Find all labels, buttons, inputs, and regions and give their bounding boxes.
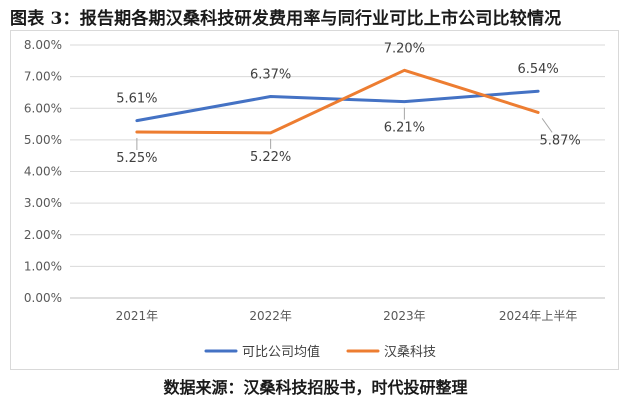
- series-lines: [135, 68, 540, 135]
- series-line-1: [135, 68, 540, 135]
- data-label: 5.87%: [539, 133, 580, 148]
- data-label: 5.25%: [116, 151, 157, 166]
- legend: 可比公司均值 汉桑科技: [204, 344, 436, 360]
- data-label: 6.37%: [250, 68, 291, 83]
- legend-label-0: 可比公司均值: [242, 344, 320, 360]
- data-label: 5.22%: [250, 150, 291, 165]
- label-leader: [541, 118, 553, 133]
- data-label: 6.54%: [517, 62, 558, 77]
- y-tick-label: 1.00%: [24, 259, 62, 273]
- y-tick-label: 5.00%: [24, 133, 62, 147]
- x-tick-label: 2023年: [383, 309, 426, 323]
- y-tick-label: 8.00%: [24, 38, 62, 52]
- legend-label-1: 汉桑科技: [384, 345, 436, 360]
- y-tick-label: 3.00%: [24, 196, 62, 210]
- y-tick-label: 6.00%: [24, 101, 62, 115]
- chart-frame: [10, 30, 619, 370]
- y-tick-label: 2.00%: [24, 228, 62, 242]
- data-label: 7.20%: [384, 41, 425, 56]
- x-tick-label: 2022年: [249, 309, 292, 323]
- x-tick-label: 2024年上半年: [499, 309, 578, 323]
- chart-title: 图表 3：报告期各期汉桑科技研发费用率与同行业可比上市公司比较情况: [10, 9, 562, 29]
- gridlines: [70, 44, 605, 299]
- data-labels: 5.61% 6.37% 6.21% 6.54% 5.25% 5.22% 7.20% 5.87%: [116, 41, 581, 166]
- y-tick-label: 7.00%: [24, 70, 62, 84]
- y-axis-ticks: 0.00% 1.00% 2.00% 3.00% 4.00% 5.00% 6.00% 7.00%…: [24, 38, 62, 305]
- y-tick-label: 0.00%: [24, 291, 62, 305]
- x-tick-label: 2021年: [116, 309, 159, 323]
- series-line-0: [135, 89, 540, 123]
- data-label: 6.21%: [384, 121, 425, 136]
- x-axis-ticks: 2021年 2022年 2023年 2024年上半年: [116, 309, 578, 323]
- source-note: 数据来源：汉桑科技招股书，时代投研整理: [163, 378, 468, 397]
- data-label: 5.61%: [116, 92, 157, 107]
- y-tick-label: 4.00%: [24, 165, 62, 179]
